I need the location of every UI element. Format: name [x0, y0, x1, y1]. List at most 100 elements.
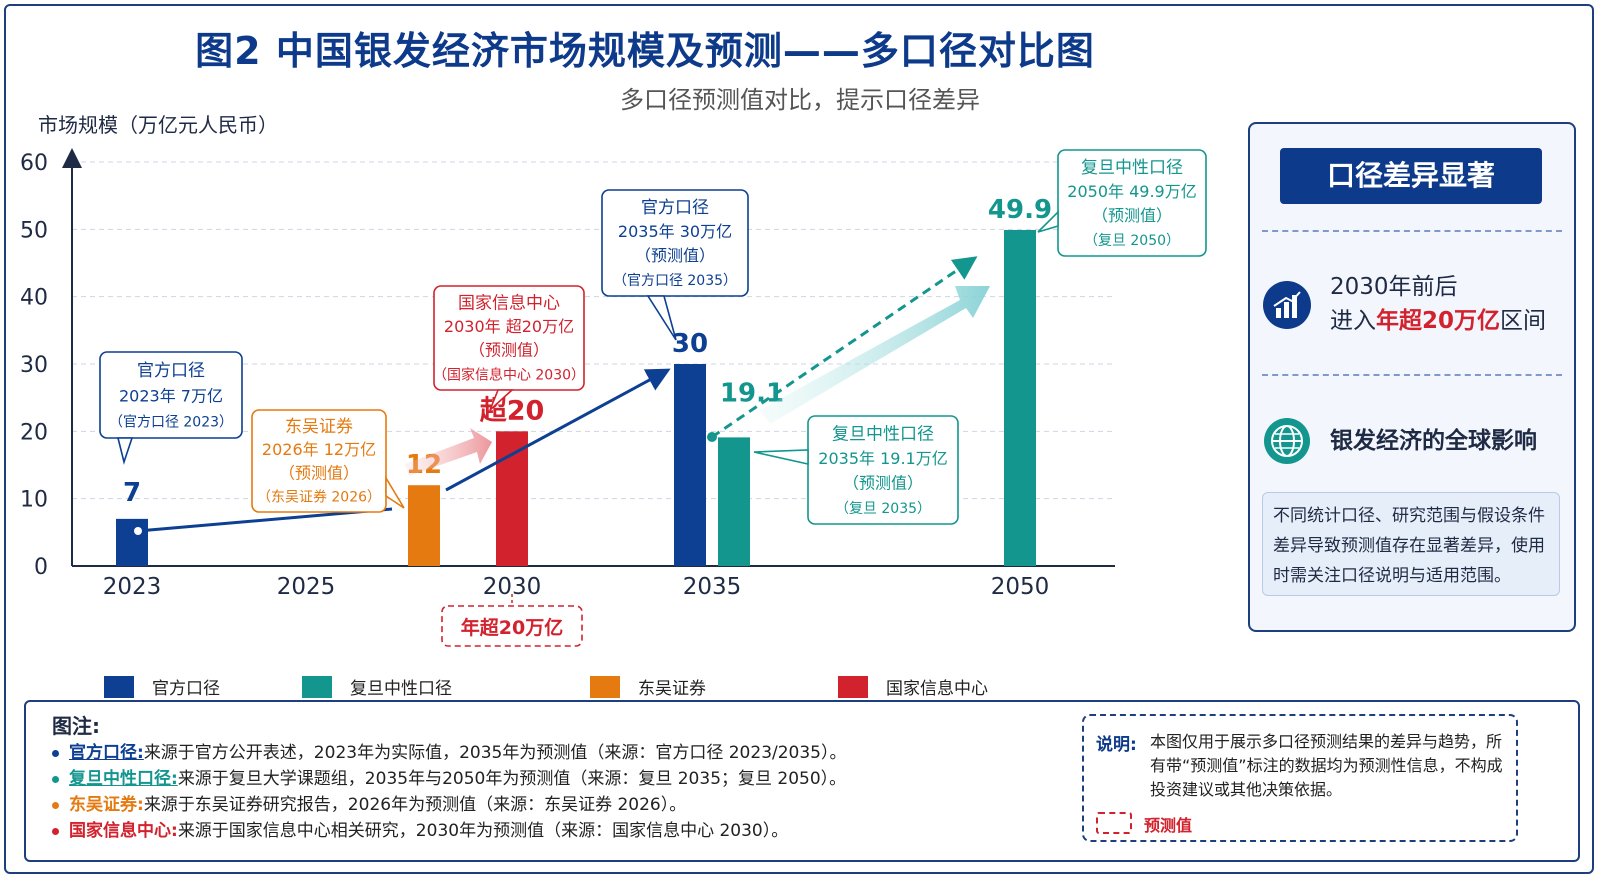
- side-point-1: 2030年前后 进入年超20万亿区间: [1330, 270, 1546, 338]
- forecast-key-swatch: [1096, 812, 1132, 834]
- notes-box: 图注: 官方口径:来源于官方公开表述，2023年为实际值，2035年为预测值（来…: [24, 700, 1580, 862]
- legend-item-sic: 国家信息中心: [838, 674, 988, 699]
- forecast-key-label: 预测值: [1144, 816, 1193, 835]
- bar-value-label: 7: [123, 478, 141, 508]
- annotation-box: [441, 605, 583, 647]
- x-tick-label: 2050: [991, 574, 1050, 600]
- x-tick-label: 2023: [103, 574, 162, 600]
- callout-pointer: [646, 295, 677, 341]
- callout-box: [807, 415, 959, 525]
- x-tick-label: 2025: [277, 574, 336, 600]
- y-tick-label: 40: [20, 286, 48, 311]
- callout-box: [601, 189, 749, 297]
- callout-line: 2035年 30万亿: [618, 222, 732, 241]
- legend-item-official: 官方口径: [104, 674, 220, 699]
- note-sic: 国家信息中心:来源于国家信息中心相关研究，2030年为预测值（来源：国家信息中心…: [52, 816, 788, 841]
- y-tick-label: 30: [20, 353, 48, 378]
- callout-pointer: [116, 437, 134, 465]
- legend-swatch: [590, 675, 620, 698]
- callout-line: 官方口径: [641, 198, 709, 218]
- side-panel: 口径差异显著 2030年前后 进入年超20万亿区间 银发经济的全球影响 不同统计…: [1248, 122, 1576, 632]
- y-axis-label: 市场规模（万亿元人民币）: [38, 113, 278, 137]
- note-text: 来源于东吴证券研究报告，2026年为预测值（来源：东吴证券 2026）。: [143, 795, 687, 815]
- legend-swatch: [104, 675, 134, 698]
- callout-line: （复旦 2035）: [835, 500, 931, 517]
- legend-item-fudan: 复旦中性口径: [302, 674, 452, 699]
- callout-box: [1057, 149, 1207, 257]
- bar: [496, 431, 528, 566]
- note-label: 国家信息中心:: [69, 821, 178, 841]
- legend-label: 复旦中性口径: [350, 679, 452, 699]
- callout-line: 东吴证券: [285, 417, 353, 437]
- bar-value-label: 30: [672, 329, 708, 359]
- legend-label: 官方口径: [152, 679, 220, 699]
- bar: [1004, 230, 1036, 567]
- callout-pointer: [385, 475, 405, 509]
- note-fudan: 复旦中性口径:来源于复旦大学课题组，2035年与2050年为预测值（来源：复旦 …: [52, 764, 846, 789]
- side-point-2: 银发经济的全球影响: [1330, 428, 1537, 454]
- callout-line: 2026年 12万亿: [262, 440, 376, 459]
- callout-line: （东吴证券 2026）: [257, 490, 381, 506]
- side-text: 区间: [1500, 308, 1547, 334]
- callout-line: （预测值）: [469, 341, 549, 360]
- note-label: 复旦中性口径:: [69, 769, 178, 789]
- chart-subtitle: 多口径预测值对比，提示口径差异: [620, 86, 980, 114]
- note-text: 来源于复旦大学课题组，2035年与2050年为预测值（来源：复旦 2035；复旦…: [177, 769, 847, 789]
- side-point-1-line2: 进入年超20万亿区间: [1330, 304, 1546, 338]
- side-note: 不同统计口径、研究范围与假设条件差异导致预测值存在显著差异，使用时需关注口径说明…: [1262, 492, 1560, 596]
- side-point-1-line1: 2030年前后: [1330, 274, 1458, 300]
- explain-body: 本图仅用于展示多口径预测结果的差异与趋势，所有带“预测值”标注的数据均为预测性信…: [1150, 732, 1503, 799]
- bar-chart-icon: [1263, 281, 1311, 329]
- y-tick-label: 50: [20, 218, 48, 243]
- official-trend-arrow: [445, 368, 671, 492]
- bar-value-label: 49.9: [988, 195, 1052, 225]
- bullet: [52, 827, 59, 835]
- trend-dot: [707, 432, 717, 442]
- side-panel-header: 口径差异显著: [1280, 148, 1542, 204]
- legend-swatch: [302, 675, 332, 698]
- chart-title: 图2 中国银发经济市场规模及预测——多口径对比图: [195, 29, 1095, 73]
- divider: [1262, 374, 1562, 376]
- bullet: [52, 749, 59, 757]
- callout-pointer: [1037, 210, 1059, 233]
- fudan-trend-arrow: [711, 256, 978, 439]
- side-highlight: 年超20万亿: [1376, 308, 1501, 334]
- explain-head: 说明:: [1096, 735, 1137, 755]
- globe-icon: [1264, 418, 1310, 464]
- note-text: 来源于官方公开表述，2023年为实际值，2035年为预测值（来源：官方口径 20…: [143, 743, 847, 763]
- callout-line: 2023年 7万亿: [119, 386, 223, 405]
- callout-line: （官方口径 2023）: [109, 415, 233, 431]
- sic-shade-arrow: [405, 428, 492, 476]
- callout-line: （国家信息中心 2030）: [433, 366, 585, 383]
- annotation-text: 年超20万亿: [461, 616, 563, 639]
- note-official: 官方口径:来源于官方公开表述，2023年为实际值，2035年为预测值（来源：官方…: [52, 738, 847, 763]
- explain-box: 说明: 本图仅用于展示多口径预测结果的差异与趋势，所有带“预测值”标注的数据均为…: [1082, 714, 1518, 842]
- bullet: [52, 801, 59, 809]
- callout-line: （预测值）: [635, 246, 715, 265]
- bar: [674, 364, 706, 566]
- bar-value-label: 超20: [480, 395, 545, 426]
- legend-label: 国家信息中心: [886, 679, 988, 699]
- callout-line: （预测值）: [843, 473, 923, 492]
- note-label: 官方口径:: [69, 743, 144, 763]
- legend-swatch: [838, 675, 868, 698]
- callout-pointer: [489, 389, 515, 411]
- y-tick-label: 10: [20, 488, 48, 513]
- y-tick-label: 20: [20, 420, 48, 445]
- fudan-shade-arrow: [760, 286, 990, 424]
- notes-title: 图注:: [52, 714, 100, 738]
- callout-box: [251, 409, 387, 513]
- divider: [1262, 230, 1562, 232]
- bar: [116, 518, 148, 566]
- callout-line: （官方口径 2035）: [613, 273, 737, 289]
- callout-line: （预测值）: [279, 463, 359, 482]
- legend-item-dongwu: 东吴证券: [590, 674, 706, 699]
- callout-line: （预测值）: [1092, 206, 1172, 225]
- callout-box: [99, 351, 243, 439]
- callout-line: 国家信息中心: [458, 293, 560, 313]
- callout-line: 2035年 19.1万亿: [818, 449, 947, 468]
- bar: [408, 485, 440, 566]
- callout-line: 2030年 超20万亿: [444, 317, 574, 336]
- callout-line: 2050年 49.9万亿: [1067, 182, 1196, 201]
